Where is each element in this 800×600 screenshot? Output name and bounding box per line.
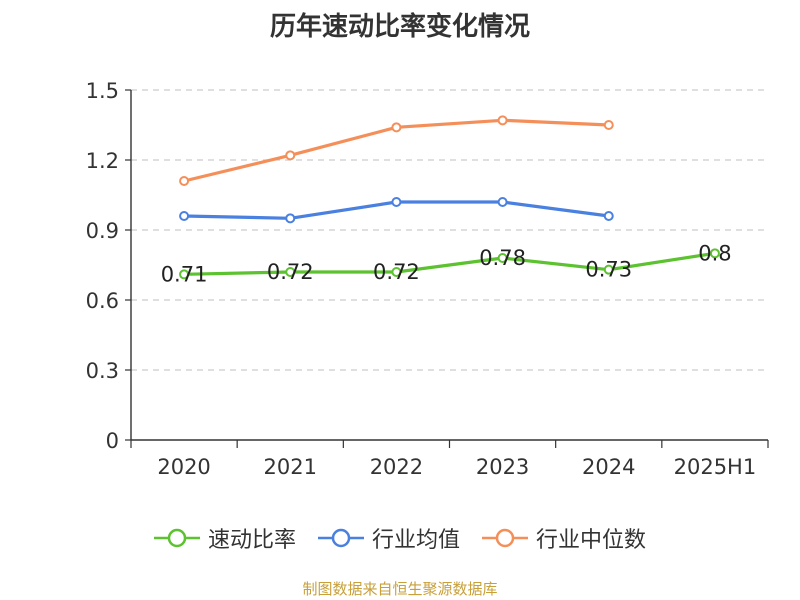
chart-title: 历年速动比率变化情况 [269,12,530,42]
series-line-0 [182,251,717,276]
series-point-0 [709,248,720,259]
x-tick-label: 2023 [476,455,529,479]
x-tick-label: 2020 [157,455,210,479]
series-point-0 [497,253,508,263]
series-point-2 [603,120,614,130]
data-label: 0.72 [267,260,314,284]
series-point-2 [179,176,190,186]
y-tick-label: 1.2 [86,149,119,173]
data-label: 0.71 [161,262,208,286]
series-point-2 [497,115,508,126]
legend-swatch-marker [331,528,351,548]
legend-label: 行业均值 [371,528,460,553]
data-label: 0.72 [373,260,420,284]
y-tick-label: 0.9 [86,219,119,243]
series-point-2 [285,150,296,161]
series-point-1 [179,211,190,221]
legend-label: 速动比率 [207,528,296,553]
legend-swatch [153,528,200,548]
y-tick-label: 0 [106,429,119,453]
series-point-1 [603,211,614,221]
series-point-0 [391,267,402,277]
x-tick-label: 2025H1 [674,455,757,479]
data-label: 0.78 [479,246,526,270]
x-tick-label: 2024 [582,455,635,479]
grid-layer [131,89,768,371]
data-label: 0.8 [698,241,731,265]
legend-swatch [482,528,528,548]
series-point-2 [391,122,402,133]
legend-item[interactable]: 行业均值 [317,522,460,554]
data-label: 0.73 [585,258,632,282]
x-tick-label: 2021 [264,455,317,479]
legend-item[interactable]: 行业中位数 [482,522,646,554]
series-point-1 [497,197,508,207]
y-tick-label: 0.6 [86,289,119,313]
series-point-0 [179,269,190,280]
x-tick-label: 2022 [370,455,423,479]
legend-swatch-marker [495,528,515,548]
source-note: 制图数据来自恒生聚源数据库 [302,580,498,598]
y-tick-label: 1.5 [86,79,119,103]
series-point-1 [285,213,296,224]
legend: 速动比率 行业均值 行业中位数 [0,518,800,558]
legend-swatch [317,528,364,548]
legend-label: 行业中位数 [536,528,647,553]
series-point-1 [391,197,402,207]
series-layer [179,115,720,280]
series-point-0 [285,267,296,277]
axis-layer: 0 0.3 0.6 0.9 1.2 1.5 2020 2021 2022 2023 2024 2025… [86,79,769,479]
y-tick-label: 0.3 [86,359,119,383]
label-layer: 0.71 0.72 0.72 0.78 0.73 0.8 [161,241,732,286]
legend-item[interactable]: 速动比率 [153,522,296,554]
legend-swatch-marker [167,528,187,548]
series-point-0 [603,264,614,275]
